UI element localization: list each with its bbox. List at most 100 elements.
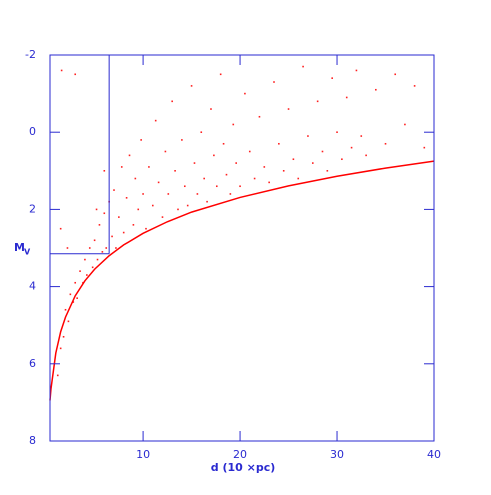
- point: [258, 115, 261, 118]
- point: [79, 270, 81, 272]
- x-tick-label: 10: [136, 448, 150, 461]
- point: [96, 258, 99, 261]
- point: [316, 100, 319, 103]
- point: [268, 181, 270, 184]
- point: [232, 123, 235, 126]
- point: [62, 335, 65, 338]
- point: [151, 204, 154, 207]
- y-tick-label: 8: [29, 434, 36, 447]
- point: [263, 166, 266, 168]
- point: [98, 224, 101, 226]
- y-tick-label: 6: [29, 357, 36, 370]
- point: [183, 185, 186, 188]
- point: [125, 197, 128, 199]
- point: [394, 73, 397, 76]
- point: [154, 119, 157, 122]
- point: [307, 135, 309, 137]
- point: [59, 227, 62, 230]
- point: [134, 177, 137, 180]
- point: [287, 108, 290, 110]
- point: [239, 185, 241, 188]
- point: [113, 189, 115, 191]
- point: [235, 162, 237, 164]
- point: [203, 177, 205, 180]
- point: [103, 212, 106, 215]
- point: [336, 131, 338, 133]
- point: [105, 247, 108, 249]
- point: [72, 301, 75, 303]
- point: [186, 204, 189, 207]
- point: [128, 154, 131, 157]
- point: [210, 108, 212, 110]
- point: [91, 266, 94, 269]
- point: [64, 308, 67, 311]
- point: [244, 92, 246, 95]
- point: [219, 73, 222, 76]
- point: [171, 100, 173, 103]
- point: [215, 185, 218, 188]
- point: [200, 131, 203, 133]
- point: [355, 69, 358, 72]
- plot-frame: [49, 54, 435, 442]
- point: [84, 258, 86, 261]
- y-tick-label: -2: [25, 48, 36, 61]
- point: [350, 146, 353, 149]
- x-tick-label: 20: [233, 448, 247, 461]
- point: [248, 150, 251, 153]
- point: [120, 166, 123, 168]
- x-tick-label: 40: [427, 448, 441, 461]
- point: [66, 247, 69, 249]
- point: [213, 154, 215, 157]
- point: [297, 177, 300, 180]
- point: [326, 170, 329, 172]
- point: [196, 193, 199, 195]
- y-tick-label: 0: [29, 125, 36, 138]
- point: [118, 216, 120, 218]
- point: [278, 142, 280, 145]
- point: [145, 227, 147, 230]
- point: [273, 81, 275, 83]
- point: [142, 193, 144, 195]
- point: [222, 142, 225, 145]
- point: [161, 216, 164, 218]
- point: [74, 73, 77, 76]
- x-tick-label: 30: [330, 448, 344, 461]
- point: [384, 142, 387, 145]
- point: [190, 85, 193, 87]
- point: [331, 77, 333, 79]
- y-tick-label: 4: [29, 280, 36, 293]
- point: [375, 88, 377, 91]
- point: [76, 297, 78, 299]
- point: [140, 139, 142, 141]
- point: [111, 235, 113, 238]
- point: [423, 146, 426, 149]
- point: [311, 162, 314, 164]
- point: [86, 274, 88, 276]
- x-axis-label: d (10 ×pc): [211, 461, 276, 474]
- point: [103, 170, 106, 172]
- y-axis-label-subscript: V: [24, 248, 31, 257]
- curve: [49, 160, 435, 401]
- point: [345, 96, 348, 99]
- point: [167, 193, 170, 195]
- point: [137, 208, 140, 211]
- point: [292, 158, 295, 161]
- point: [101, 251, 104, 253]
- point: [225, 173, 228, 176]
- point: [132, 224, 135, 226]
- point: [59, 347, 62, 350]
- point: [60, 69, 63, 72]
- point: [56, 374, 59, 377]
- point: [122, 231, 125, 234]
- point: [229, 193, 232, 195]
- point: [282, 170, 285, 172]
- point: [157, 181, 160, 184]
- point: [181, 139, 183, 141]
- y-tick-label: 2: [29, 202, 36, 215]
- point: [74, 281, 77, 284]
- point: [341, 158, 343, 161]
- point: [95, 208, 98, 211]
- point: [253, 177, 256, 180]
